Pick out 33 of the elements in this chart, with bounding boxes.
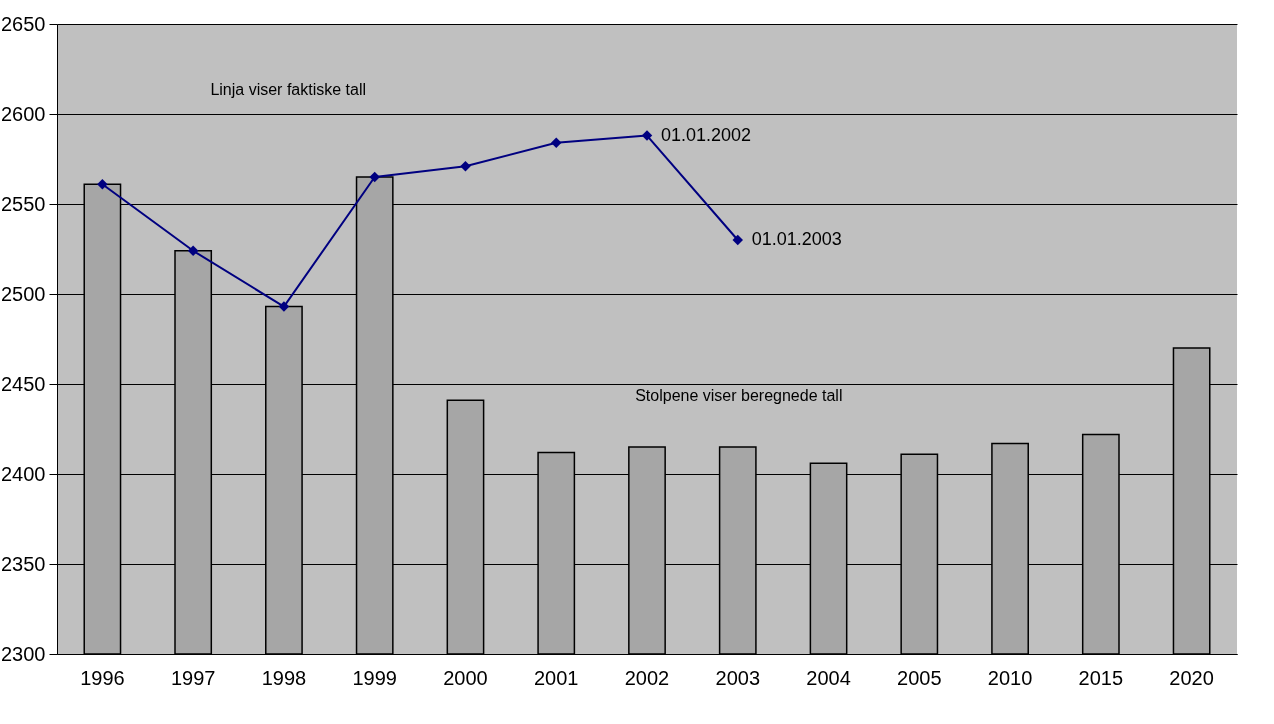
point (97, 178, 108, 190)
y-tick-label: 2350 (1, 552, 46, 575)
x-tick-label: 2010 (987, 666, 1033, 689)
x-tick-label: 1999 (352, 666, 397, 689)
y-tick-label: 2500 (1, 282, 46, 305)
x-tick-label: 2002 (624, 666, 670, 689)
y-tick-label: 2650 (1, 12, 46, 35)
point (187, 245, 199, 257)
y-tick-label: 2400 (1, 462, 46, 485)
annotation: 01.01.2003 (751, 229, 842, 249)
annotation: Stolpene viser beregnede tall (635, 386, 843, 404)
x-tick-label: 1996 (80, 666, 125, 689)
y-tick-label: 2600 (1, 102, 46, 125)
point (369, 171, 380, 183)
x-tick-label: 1998 (261, 666, 307, 689)
x-tick-label: 2020 (1169, 666, 1214, 689)
x-tick-label: 2003 (715, 666, 761, 689)
y-tick-label: 2450 (1, 372, 46, 395)
point (460, 160, 471, 172)
y-tick-label: 2550 (1, 192, 46, 215)
x-tick-label: 2004 (806, 666, 851, 689)
x-tick-label: 1997 (170, 666, 216, 689)
point (278, 301, 290, 312)
x-tick-label: 2005 (897, 666, 942, 689)
x-tick-label: 2015 (1078, 666, 1124, 689)
point (732, 234, 744, 246)
x-tick-label: 2000 (443, 666, 488, 689)
annotation: 01.01.2002 (661, 124, 752, 145)
point (550, 137, 562, 149)
y-tick-label: 2300 (1, 642, 46, 665)
annotation: Linja viser faktiske tall (210, 81, 367, 99)
x-tick-label: 2001 (533, 666, 579, 689)
point (641, 130, 653, 141)
